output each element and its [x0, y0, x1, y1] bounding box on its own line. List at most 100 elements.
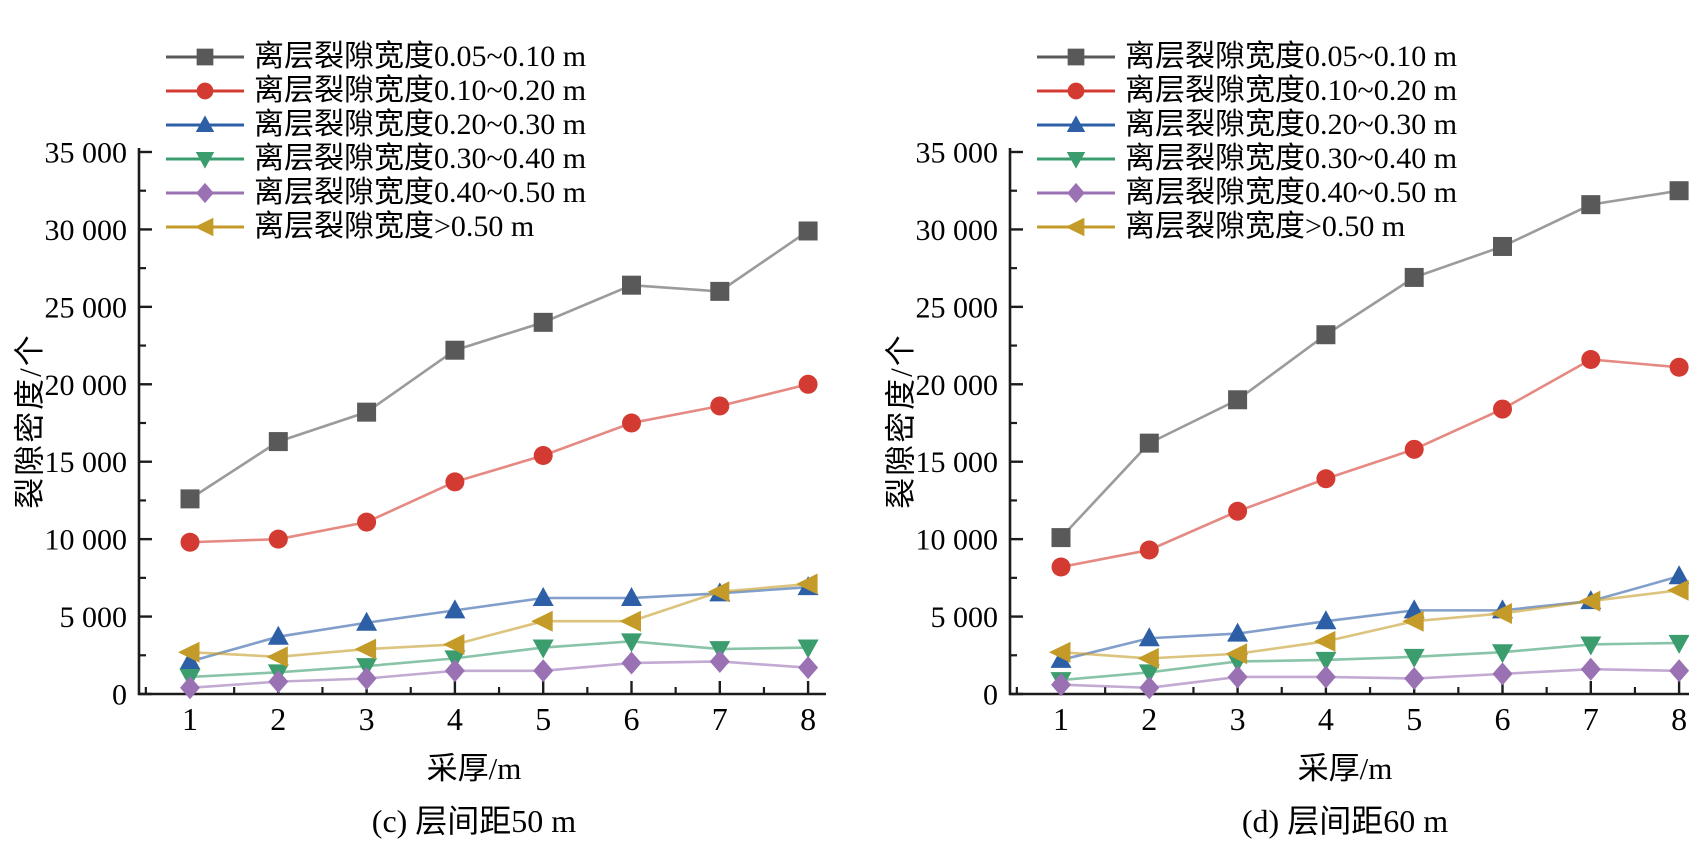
legend-item-4: 离层裂隙宽度0.40~0.50 m — [165, 176, 586, 210]
series-4 — [1051, 657, 1689, 700]
data-point-marker — [1228, 501, 1248, 521]
series-4 — [180, 649, 819, 700]
data-point-marker — [1139, 433, 1159, 453]
data-point-marker — [444, 659, 465, 683]
data-point-marker — [180, 489, 200, 509]
data-point-marker — [445, 472, 465, 492]
legend-marker-square — [1037, 48, 1115, 66]
legend-item-2: 离层裂隙宽度0.20~0.30 m — [1036, 108, 1457, 142]
x-tick-label: 1 — [182, 701, 198, 737]
series-5 — [1049, 579, 1689, 669]
y-tick-label: 30 000 — [916, 214, 999, 247]
data-point-marker — [1315, 610, 1337, 630]
legend-marker-triangle-left — [166, 217, 244, 237]
legend-d: 离层裂隙宽度0.05~0.10 m 离层裂隙宽度0.10~0.20 m 离层裂隙宽度… — [1036, 40, 1457, 244]
legend-item-1: 离层裂隙宽度0.10~0.20 m — [1036, 74, 1457, 108]
x-tick-label: 7 — [712, 701, 728, 737]
series-line — [189, 660, 809, 690]
data-point-marker — [798, 221, 818, 241]
legend-label: 离层裂隙宽度0.20~0.30 m — [254, 108, 587, 141]
legend-marker-triangle-down — [1037, 151, 1115, 169]
legend-marker-diamond — [166, 182, 244, 204]
series-2 — [1050, 565, 1689, 668]
legend-item-3: 离层裂隙宽度0.30~0.40 m — [1036, 142, 1457, 176]
data-point-marker — [1228, 390, 1248, 410]
legend-item-3: 离层裂隙宽度0.30~0.40 m — [165, 142, 586, 176]
data-point-marker — [709, 649, 730, 673]
legend-marker-glyph — [1066, 151, 1086, 169]
data-point-marker — [178, 641, 200, 663]
series-1 — [1051, 350, 1689, 577]
data-point-marker — [1580, 636, 1602, 656]
data-point-marker — [357, 512, 377, 532]
series-line — [1060, 189, 1680, 539]
legend-marker-glyph — [1065, 217, 1085, 237]
data-point-marker — [622, 275, 641, 295]
legend-marker-glyph — [195, 115, 215, 133]
legend-label: 离层裂隙宽度>0.50 m — [254, 210, 535, 243]
legend-item-0: 离层裂隙宽度0.05~0.10 m — [1036, 40, 1457, 74]
y-tick-label: 15 000 — [45, 446, 128, 479]
x-tick-label: 6 — [1495, 701, 1511, 737]
legend-marker-triangle-down — [166, 151, 244, 169]
legend-item-4: 离层裂隙宽度0.40~0.50 m — [1036, 176, 1457, 210]
series-line — [189, 582, 809, 659]
y-tick-label: 15 000 — [916, 446, 999, 479]
data-point-marker — [1492, 662, 1513, 686]
x-tick-label: 2 — [1141, 701, 1157, 737]
legend-marker-triangle-up — [166, 115, 244, 133]
data-point-marker — [710, 281, 730, 301]
data-point-marker — [1669, 357, 1689, 377]
series-line — [189, 640, 809, 679]
data-point-marker — [1578, 590, 1601, 612]
data-point-marker — [268, 432, 288, 452]
data-point-marker — [621, 633, 642, 653]
x-tick-label: 5 — [1406, 701, 1422, 737]
chart-c: 0 5 000 10 000 15 000 20 000 25 000 30 000 35 0… — [13, 40, 826, 839]
legend-label: 离层裂隙宽度0.30~0.40 m — [254, 142, 587, 175]
y-tick-label: 10 000 — [45, 524, 128, 557]
data-point-marker — [356, 667, 377, 691]
data-point-marker — [798, 374, 818, 394]
data-point-marker — [1139, 540, 1159, 560]
data-point-marker — [1667, 579, 1689, 601]
data-point-marker — [1137, 647, 1159, 669]
x-tick-label: 1 — [1053, 701, 1069, 737]
legend-marker-circle — [1037, 82, 1115, 100]
data-point-marker — [1227, 622, 1249, 642]
x-tick-label: 6 — [624, 701, 640, 737]
series-0 — [180, 221, 818, 509]
x-tick-label: 2 — [270, 701, 286, 737]
y-tick-label: 25 000 — [916, 291, 999, 324]
x-axis-title: 采厚/m — [1297, 751, 1393, 786]
data-point-marker — [1051, 673, 1071, 697]
data-point-marker — [1315, 665, 1336, 689]
data-point-marker — [532, 586, 554, 606]
y-tick-label: 35 000 — [45, 137, 128, 170]
data-point-marker — [356, 611, 378, 631]
data-point-marker — [1139, 676, 1160, 700]
data-point-marker — [1051, 557, 1071, 577]
data-point-marker — [621, 651, 642, 675]
x-tick-label: 8 — [800, 701, 816, 737]
legend-item-5: 离层裂隙宽度>0.50 m — [1036, 210, 1457, 244]
legend-marker-glyph — [1067, 48, 1085, 66]
data-point-marker — [1580, 657, 1601, 681]
legend-marker-glyph — [196, 48, 214, 66]
legend-marker-glyph — [196, 182, 214, 204]
legend-label: 离层裂隙宽度0.10~0.20 m — [1125, 74, 1458, 107]
legend-item-2: 离层裂隙宽度0.20~0.30 m — [165, 108, 586, 142]
data-point-marker — [1316, 469, 1336, 489]
data-point-marker — [798, 656, 819, 680]
x-tick-label: 3 — [1230, 701, 1246, 737]
y-tick-label: 30 000 — [45, 214, 128, 247]
series-line — [1060, 358, 1680, 569]
series-line — [189, 383, 809, 544]
series-line — [189, 585, 809, 663]
data-point-marker — [1404, 267, 1424, 287]
data-point-marker — [1404, 439, 1424, 459]
data-point-marker — [268, 670, 289, 694]
legend-label: 离层裂隙宽度0.40~0.50 m — [254, 176, 587, 209]
data-point-marker — [1315, 651, 1337, 671]
